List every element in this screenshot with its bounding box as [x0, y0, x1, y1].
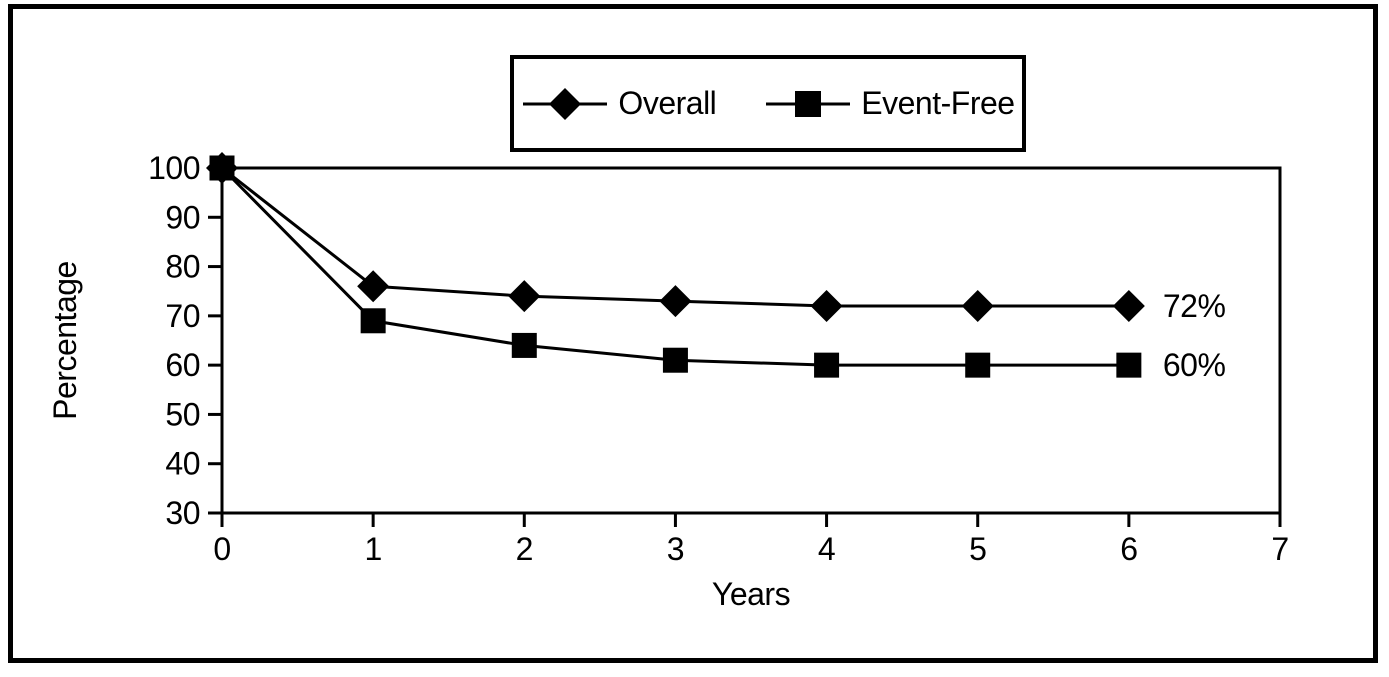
x-axis-tick-label: 7	[1271, 531, 1288, 567]
figure-border: Overall Event-Free	[8, 4, 1378, 663]
x-axis-tick-label: 3	[667, 531, 684, 567]
legend-item-overall: Overall	[521, 85, 717, 122]
legend-item-event-free: Event-Free	[764, 85, 1015, 122]
y-axis-tick-label: 40	[165, 446, 200, 482]
legend-label-event-free: Event-Free	[861, 85, 1015, 121]
data-point-diamond	[508, 280, 541, 313]
y-axis-tick-label: 90	[165, 199, 200, 235]
data-point-square	[662, 347, 688, 373]
legend-label-overall: Overall	[618, 85, 717, 121]
data-point-diamond	[1112, 290, 1145, 322]
series-line-event-free	[220, 166, 1129, 367]
end-label-overall: 72%	[1163, 288, 1226, 324]
data-point-diamond	[810, 290, 843, 322]
y-axis-tick-label: 50	[165, 396, 200, 432]
square-marker-icon	[764, 86, 852, 122]
x-axis-tick-label: 5	[969, 531, 986, 567]
data-point-square	[511, 332, 537, 358]
y-axis-tick-label: 70	[165, 298, 200, 334]
y-axis-tick-label: 100	[148, 150, 200, 186]
y-axis-title: Percentage	[47, 261, 83, 420]
data-point-square	[360, 308, 386, 334]
data-point-square	[209, 155, 235, 181]
data-point-diamond	[357, 270, 390, 303]
data-point-square	[814, 352, 840, 378]
x-axis-tick-label: 1	[364, 531, 381, 567]
y-axis-tick-label: 30	[165, 495, 200, 531]
plot-box	[220, 166, 1282, 515]
x-axis-tick-label: 2	[516, 531, 533, 567]
x-axis-tick-label: 4	[818, 531, 835, 567]
y-axis-tick-label: 60	[165, 347, 200, 383]
end-label-event-free: 60%	[1163, 347, 1226, 383]
data-point-diamond	[961, 290, 994, 322]
diamond-marker-icon	[521, 86, 609, 122]
data-point-square	[1116, 352, 1142, 378]
x-axis-tick-label: 0	[213, 531, 230, 567]
y-axis-tick-label: 80	[165, 249, 200, 285]
legend: Overall Event-Free	[510, 55, 1026, 152]
data-point-square	[965, 352, 991, 378]
data-point-diamond	[659, 285, 692, 318]
x-axis-title: Years	[712, 576, 790, 612]
x-axis-tick-label: 6	[1120, 531, 1137, 567]
